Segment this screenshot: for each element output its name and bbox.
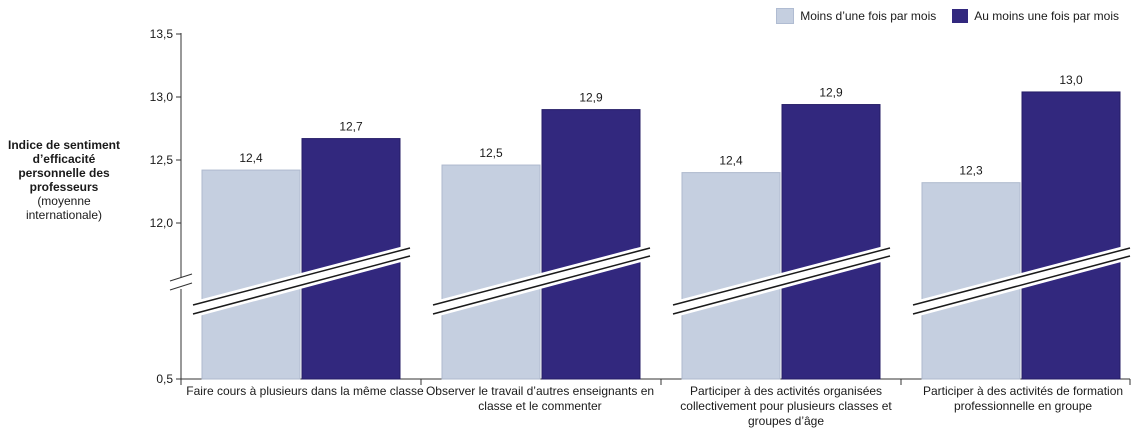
data-label-series-2-cat-4: 13,0	[1059, 73, 1083, 87]
break-fill-cat-3	[673, 248, 890, 314]
break-fill-cat-1	[193, 248, 410, 314]
y-axis-label-bold: Indice de sentiment d’efficacité personn…	[7, 138, 121, 194]
break-line-cat-2-2	[432, 255, 651, 315]
break-line-cat-4-1	[912, 247, 1131, 306]
legend-item-series-1: Moins d’une fois par mois	[776, 8, 936, 24]
data-label-series-1-cat-1: 12,4	[239, 151, 263, 165]
x-category-label-3: Participer à des activités organisées co…	[680, 384, 892, 428]
x-category-label-2: Observer le travail d’autres enseignants…	[425, 384, 655, 413]
bar-series-2-cat-4	[1021, 91, 1121, 380]
y-tick-label-2: 13,0	[150, 90, 174, 104]
data-label-series-2-cat-2: 12,9	[579, 91, 603, 105]
bar-series-1-cat-2	[441, 164, 541, 380]
legend-swatch-series-1	[776, 8, 795, 24]
data-label-series-1-cat-3: 12,4	[719, 154, 743, 168]
legend-swatch-series-2	[952, 9, 969, 23]
y-tick-label-4: 12,0	[150, 216, 174, 230]
break-line-cat-2-1	[432, 247, 651, 306]
legend-label-series-1: Moins d’une fois par mois	[800, 9, 937, 23]
axis-break-mark-1	[169, 273, 193, 282]
y-axis-label: Indice de sentiment d’efficacité personn…	[4, 138, 124, 222]
break-line-cat-1-1	[192, 247, 411, 306]
bar-series-1-cat-1	[201, 169, 301, 380]
legend-item-series-2: Au moins une fois par mois	[952, 9, 1119, 23]
data-label-series-2-cat-1: 12,7	[339, 120, 363, 134]
legend-label-series-2: Au moins une fois par mois	[974, 9, 1119, 23]
break-line-cat-3-2	[672, 255, 891, 315]
data-label-series-1-cat-2: 12,5	[479, 146, 503, 160]
y-tick-label-1: 13,5	[150, 27, 174, 41]
break-fill-cat-4	[913, 248, 1130, 314]
break-line-cat-1-2	[192, 255, 411, 315]
bar-series-2-cat-2	[541, 109, 641, 380]
data-label-series-1-cat-4: 12,3	[959, 164, 983, 178]
break-line-cat-3-1	[672, 247, 891, 306]
bar-series-2-cat-3	[781, 104, 881, 380]
data-label-series-2-cat-3: 12,9	[819, 86, 843, 100]
axis-break-mark-2	[169, 282, 193, 291]
bar-series-1-cat-3	[681, 172, 781, 380]
y-tick-label-3: 12,5	[150, 153, 174, 167]
y-axis-label-normal: (moyenne internationale)	[25, 194, 103, 222]
break-line-cat-4-2	[912, 255, 1131, 315]
break-fill-cat-2	[433, 248, 650, 314]
legend: Moins d’une fois par mois Au moins une f…	[766, 8, 1119, 24]
x-category-label-4: Participer à des activités de formation …	[922, 384, 1124, 413]
y-tick-label-5: 0,5	[156, 372, 173, 386]
x-category-label-1: Faire cours à plusieurs dans la même cla…	[186, 384, 424, 398]
